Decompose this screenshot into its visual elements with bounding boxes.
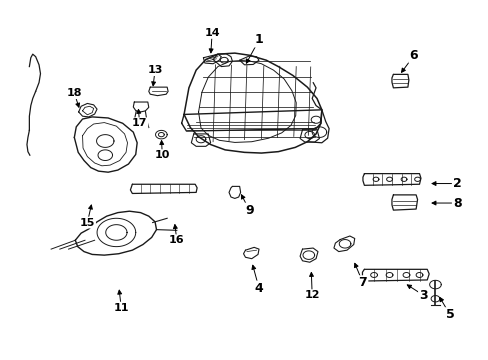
Text: 15: 15: [80, 217, 95, 228]
Text: 12: 12: [304, 290, 319, 300]
Text: 7: 7: [358, 276, 366, 289]
Text: 2: 2: [452, 177, 461, 190]
Text: 5: 5: [445, 308, 453, 321]
Text: 9: 9: [244, 204, 253, 217]
Text: 18: 18: [66, 88, 82, 98]
Text: 4: 4: [254, 282, 263, 294]
Text: 1: 1: [254, 33, 263, 46]
Text: 11: 11: [113, 303, 129, 312]
Text: 16: 16: [169, 235, 184, 245]
Text: 13: 13: [147, 65, 163, 75]
Text: 6: 6: [408, 49, 417, 62]
Text: 3: 3: [418, 289, 427, 302]
Text: 8: 8: [452, 197, 461, 210]
Text: 17: 17: [132, 118, 147, 128]
Text: 14: 14: [204, 28, 220, 38]
Text: 10: 10: [154, 150, 170, 160]
